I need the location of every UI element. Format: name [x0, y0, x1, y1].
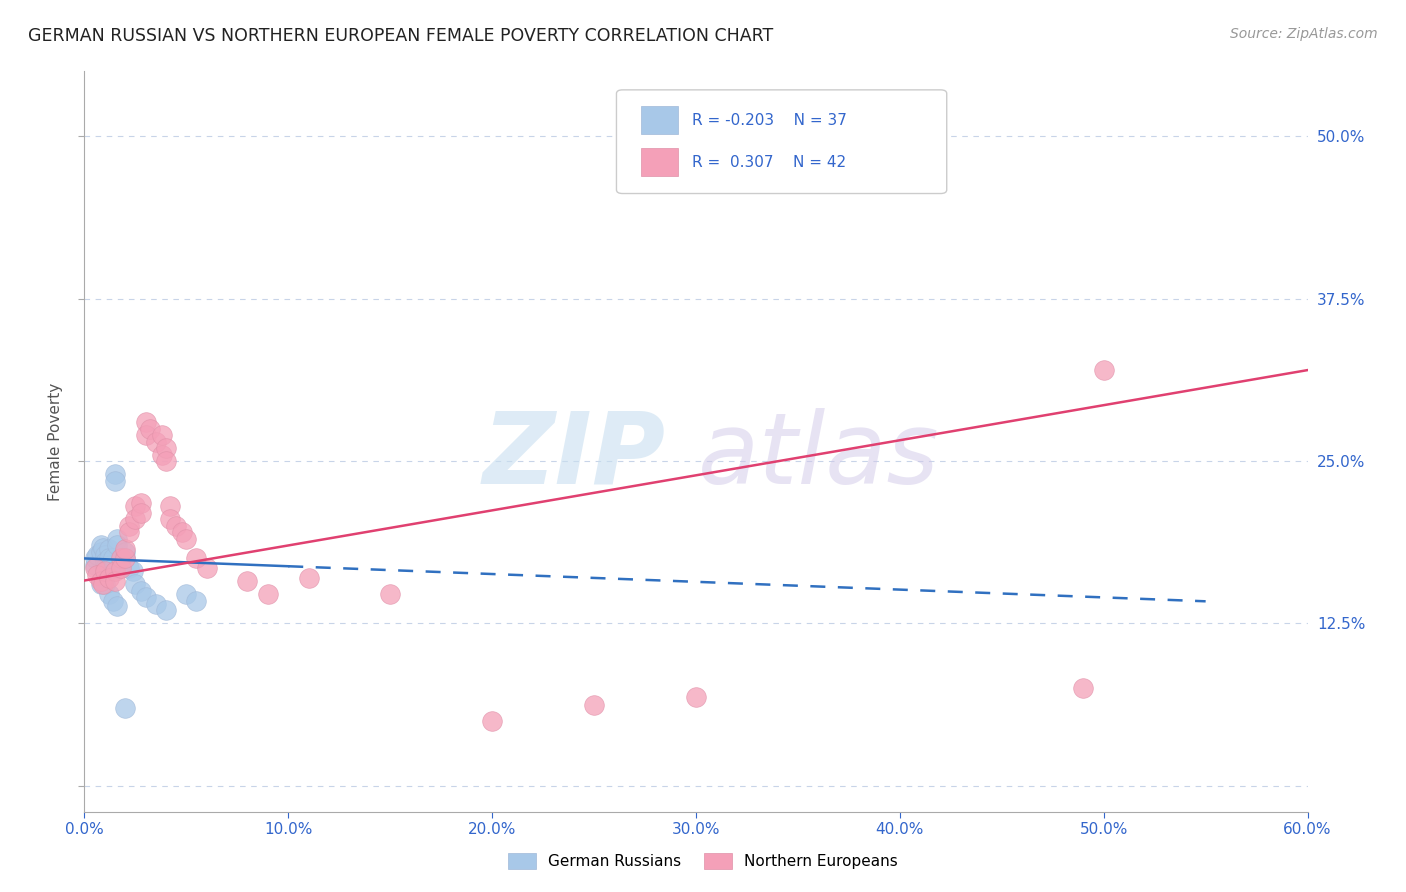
Point	[1092, 363, 1115, 377]
Point	[93, 560, 115, 574]
FancyBboxPatch shape	[641, 106, 678, 135]
FancyBboxPatch shape	[641, 148, 678, 177]
Text: atlas: atlas	[697, 408, 939, 505]
Point	[110, 551, 132, 566]
Point	[86, 548, 108, 562]
Point	[91, 577, 114, 591]
Point	[114, 545, 136, 559]
Text: R = -0.203    N = 37: R = -0.203 N = 37	[692, 112, 848, 128]
Point	[135, 415, 157, 429]
Point	[91, 541, 114, 555]
Point	[97, 571, 120, 585]
Point	[86, 568, 108, 582]
Point	[93, 548, 115, 562]
Point	[145, 597, 167, 611]
Point	[481, 714, 503, 728]
Point	[114, 542, 136, 557]
Point	[110, 560, 132, 574]
Point	[118, 560, 141, 574]
Point	[83, 551, 105, 566]
Text: R =  0.307    N = 42: R = 0.307 N = 42	[692, 155, 846, 169]
Point	[90, 574, 112, 588]
Point	[105, 538, 128, 552]
Point	[105, 532, 128, 546]
Point	[114, 551, 136, 566]
Point	[257, 586, 280, 600]
Point	[150, 448, 173, 462]
Point	[186, 594, 208, 608]
Point	[83, 558, 105, 572]
Text: ZIP: ZIP	[482, 408, 665, 505]
Point	[97, 551, 120, 566]
Point	[118, 519, 141, 533]
Text: Source: ZipAtlas.com: Source: ZipAtlas.com	[1230, 27, 1378, 41]
Point	[131, 583, 153, 598]
Point	[131, 506, 153, 520]
Text: GERMAN RUSSIAN VS NORTHERN EUROPEAN FEMALE POVERTY CORRELATION CHART: GERMAN RUSSIAN VS NORTHERN EUROPEAN FEMA…	[28, 27, 773, 45]
Point	[104, 474, 127, 488]
Point	[159, 500, 181, 514]
Point	[122, 565, 145, 579]
Point	[114, 701, 136, 715]
Point	[97, 542, 120, 557]
Legend: German Russians, Northern Europeans: German Russians, Northern Europeans	[502, 847, 904, 875]
Point	[100, 558, 122, 572]
Point	[110, 558, 132, 572]
Point	[186, 551, 208, 566]
Point	[114, 551, 136, 566]
Point	[124, 512, 146, 526]
Point	[159, 512, 181, 526]
Point	[101, 594, 124, 608]
Point	[155, 441, 177, 455]
Point	[135, 428, 157, 442]
Point	[685, 690, 707, 705]
Point	[93, 577, 115, 591]
Point	[165, 519, 187, 533]
Point	[236, 574, 259, 588]
Point	[172, 525, 194, 540]
Point	[380, 586, 402, 600]
FancyBboxPatch shape	[616, 90, 946, 194]
Point	[93, 555, 115, 569]
Point	[105, 599, 128, 614]
Point	[110, 551, 132, 566]
Point	[90, 545, 112, 559]
Point	[195, 560, 218, 574]
Point	[93, 565, 115, 579]
Point	[90, 538, 112, 552]
Point	[150, 428, 173, 442]
Point	[131, 495, 153, 509]
Point	[118, 525, 141, 540]
Point	[174, 586, 197, 600]
Point	[101, 560, 124, 574]
Point	[145, 434, 167, 449]
Point	[97, 586, 120, 600]
Point	[104, 574, 127, 588]
Point	[104, 565, 127, 579]
Point	[1073, 681, 1095, 696]
Point	[155, 454, 177, 468]
Point	[135, 591, 157, 605]
Y-axis label: Female Poverty: Female Poverty	[48, 383, 63, 500]
Point	[138, 421, 160, 435]
Point	[298, 571, 321, 585]
Point	[104, 467, 127, 481]
Point	[101, 551, 124, 566]
Point	[124, 577, 146, 591]
Point	[83, 560, 105, 574]
Point	[124, 500, 146, 514]
Point	[90, 577, 112, 591]
Point	[174, 532, 197, 546]
Point	[583, 698, 606, 713]
Point	[155, 603, 177, 617]
